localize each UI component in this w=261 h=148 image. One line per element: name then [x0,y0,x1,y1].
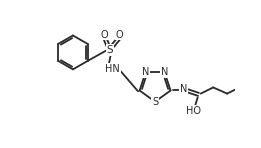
Text: O: O [101,30,109,40]
Text: O: O [116,30,123,40]
Text: S: S [152,97,158,107]
Text: N: N [180,84,187,94]
Text: HN: HN [105,64,120,74]
Text: N: N [161,67,168,77]
Text: S: S [107,45,114,55]
Text: HO: HO [186,106,200,116]
Text: N: N [142,67,149,77]
